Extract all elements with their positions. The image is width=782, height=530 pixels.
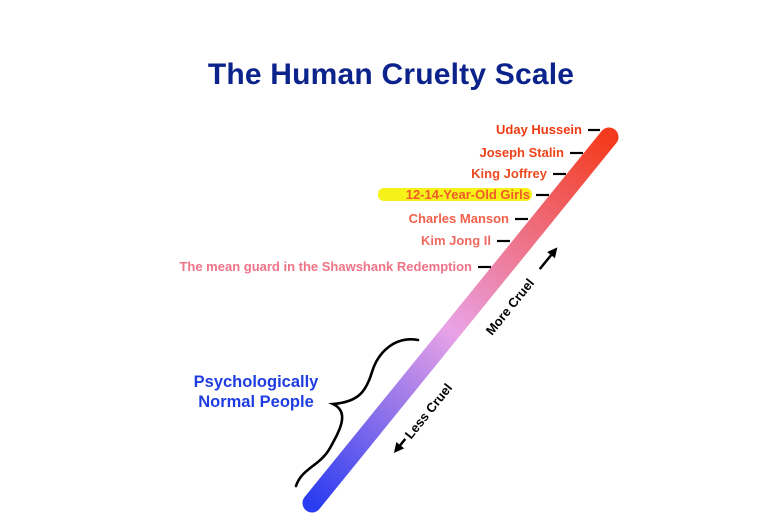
marker-label: The mean guard in the Shawshank Redempti…: [179, 259, 472, 274]
cruelty-bar: [302, 127, 619, 513]
marker-label: 12-14-Year-Old Girls: [406, 187, 530, 202]
less-cruel-arrow-head: [393, 442, 405, 453]
marker-label: Kim Jong Il: [421, 233, 491, 248]
more-cruel-arrow-shaft: [538, 252, 554, 270]
marker-label: King Joffrey: [471, 166, 548, 181]
less-cruel-arrow-shaft: [397, 438, 407, 448]
marker-label: Charles Manson: [409, 211, 509, 226]
psychologically-normal-label: Psychologically Normal People: [166, 372, 346, 412]
normal-label-line2: Normal People: [198, 393, 314, 411]
marker-label: Uday Hussein: [496, 122, 582, 137]
normal-label-line1: Psychologically: [193, 373, 319, 391]
marker-label: Joseph Stalin: [479, 145, 564, 160]
marker-group: Uday Hussein Joseph Stalin King Joffrey 12-…: [179, 122, 600, 274]
curly-brace: [294, 338, 420, 488]
page-title: The Human Cruelty Scale: [207, 58, 575, 91]
highlighter-mark: [378, 188, 532, 201]
more-cruel-arrow-head: [547, 247, 558, 259]
